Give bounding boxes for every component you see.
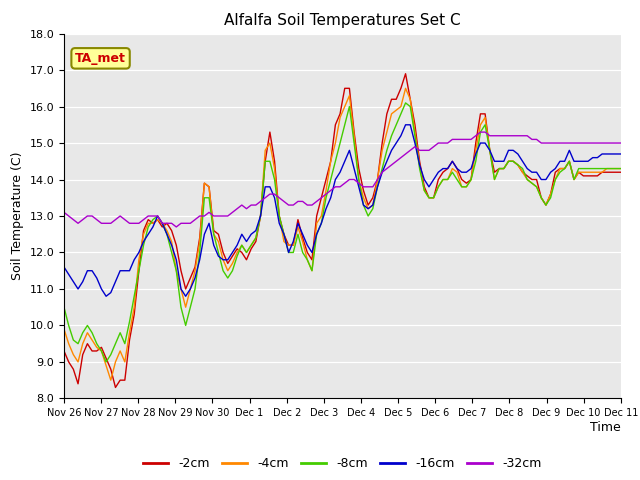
Text: TA_met: TA_met — [75, 52, 126, 65]
Title: Alfalfa Soil Temperatures Set C: Alfalfa Soil Temperatures Set C — [224, 13, 461, 28]
X-axis label: Time: Time — [590, 421, 621, 434]
Y-axis label: Soil Temperature (C): Soil Temperature (C) — [11, 152, 24, 280]
Legend: -2cm, -4cm, -8cm, -16cm, -32cm: -2cm, -4cm, -8cm, -16cm, -32cm — [138, 452, 547, 475]
